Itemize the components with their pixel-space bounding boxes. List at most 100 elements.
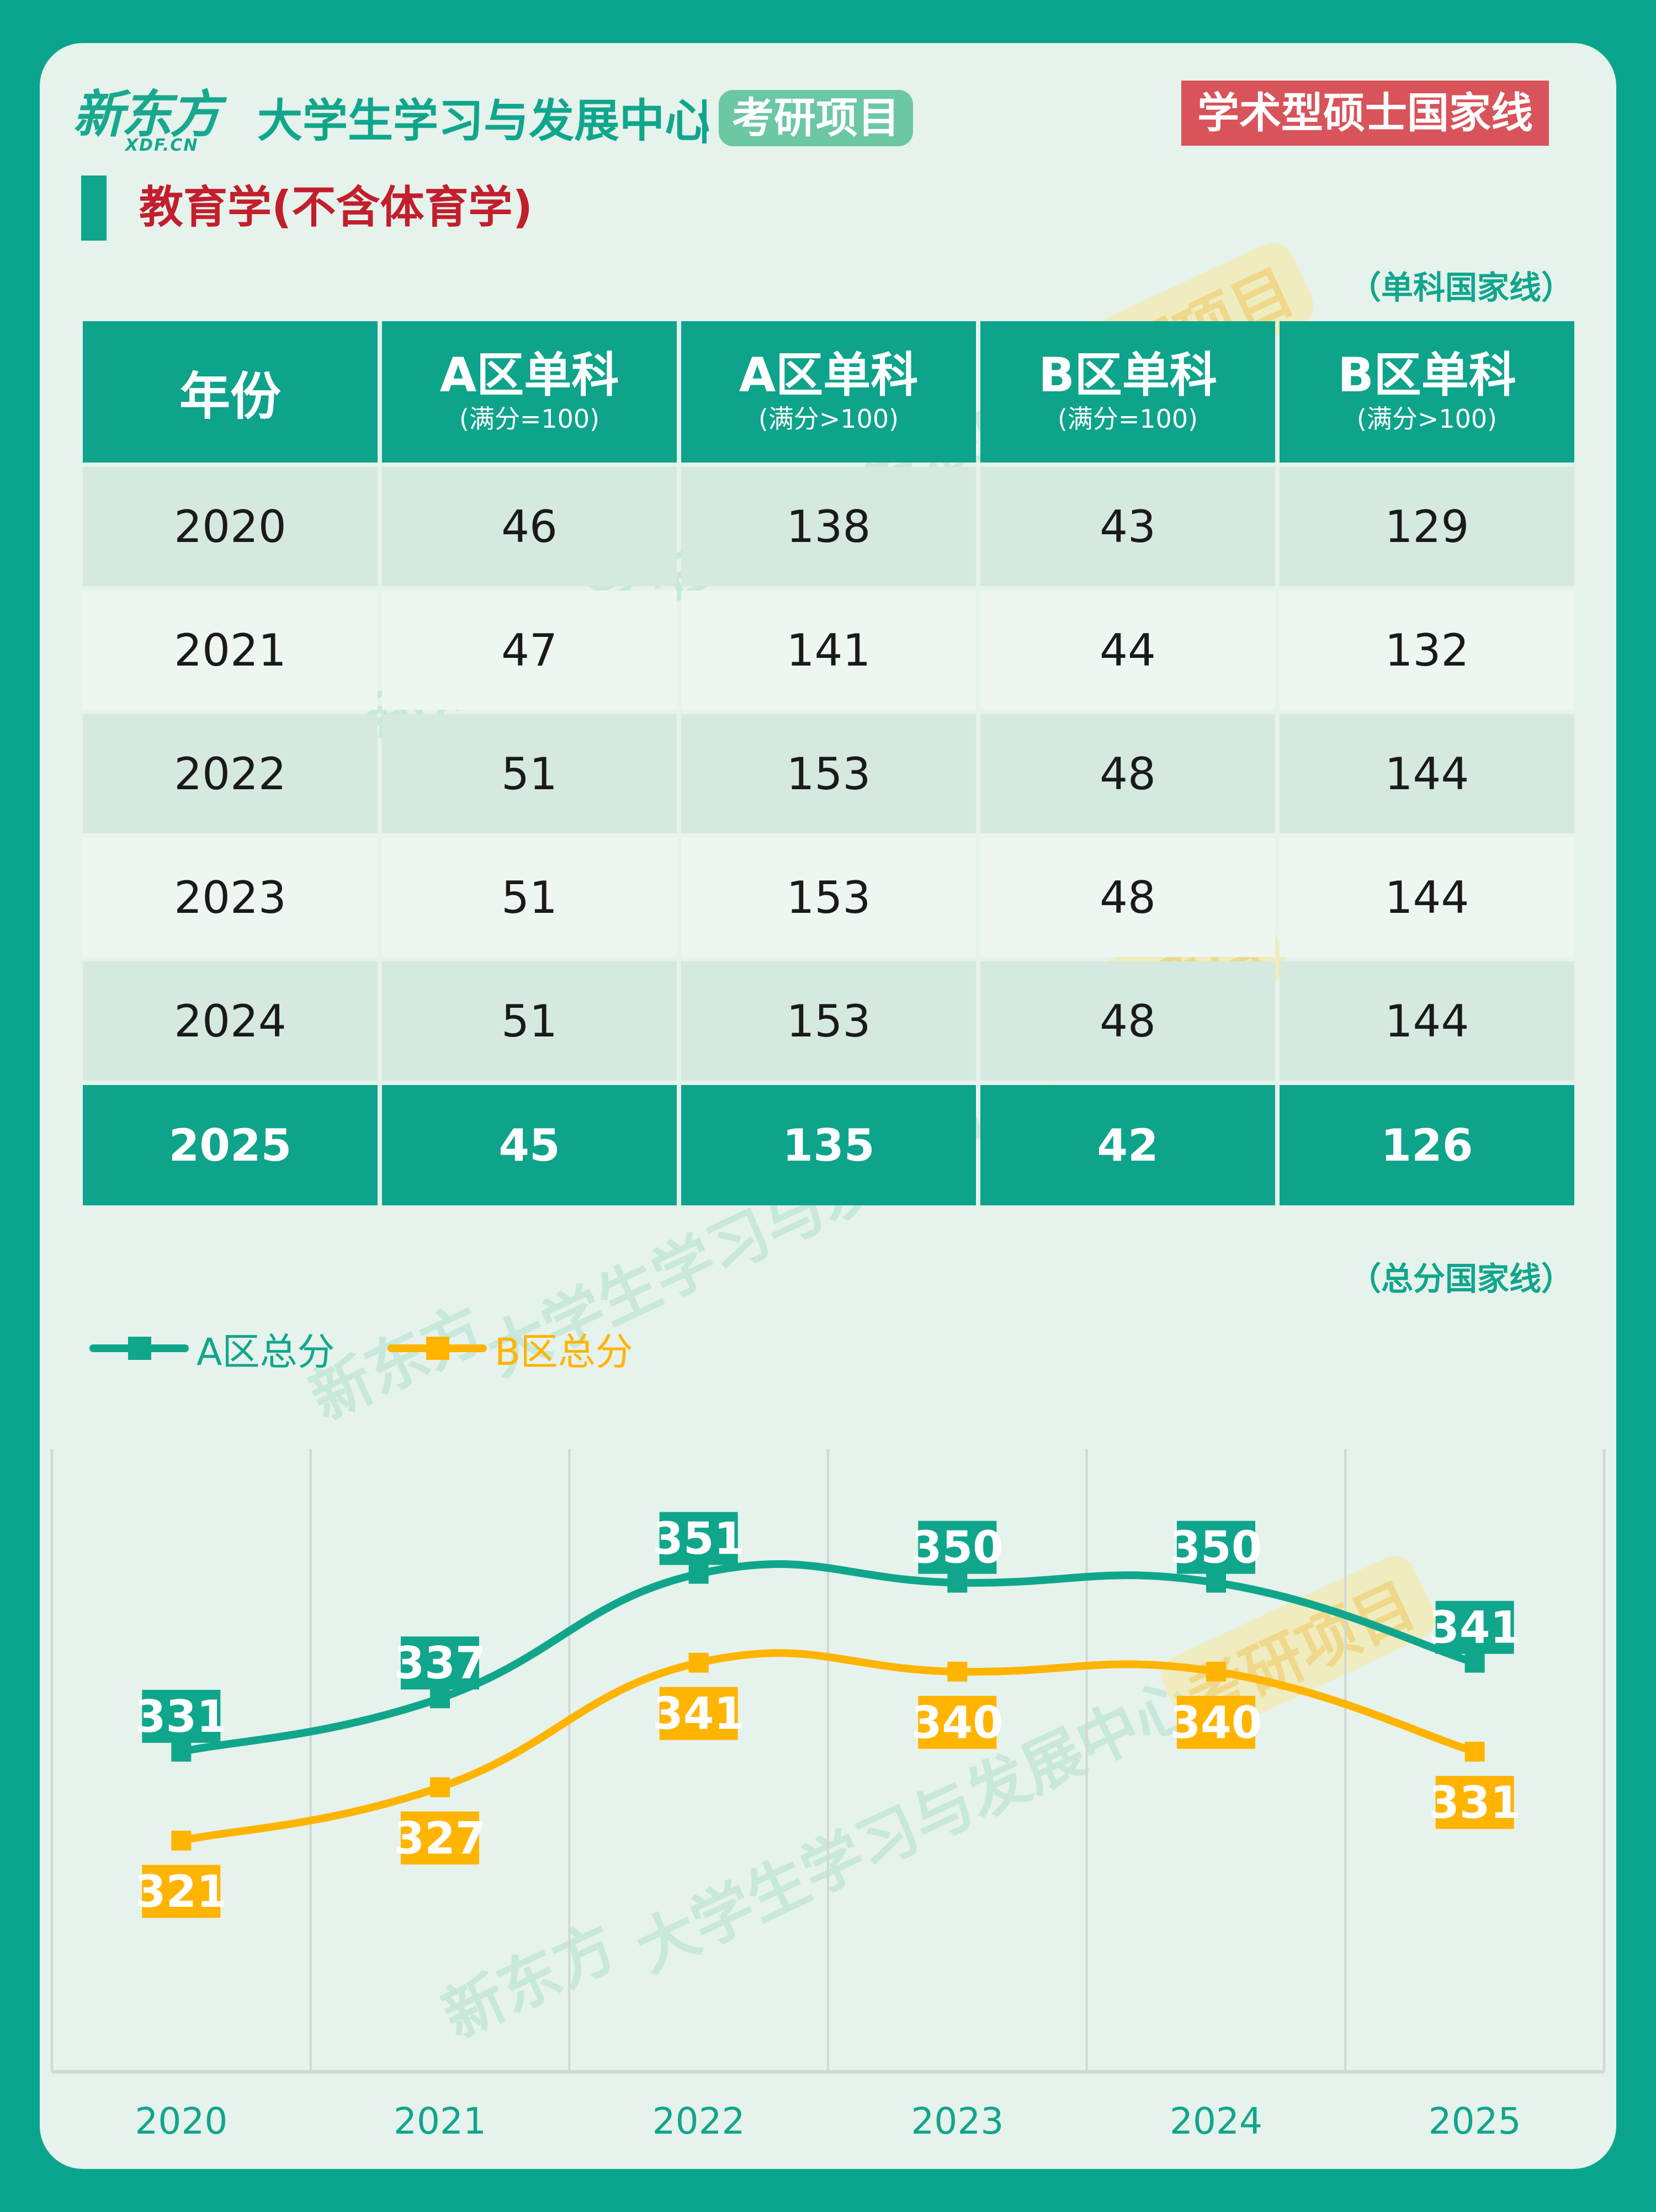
header-divider [702,99,707,143]
year-cell: 2020 [83,467,378,586]
series-b-line [177,1649,1479,1845]
single-score-table: 年份 A区单科 (满分=100) A区单科 (满分>100) B区单科 (满分=… [78,317,1579,1210]
x-tick-label: 2023 [911,2100,1004,2142]
legend-item-b: B区总分 [388,1329,633,1374]
subject-title: 教育学(不含体育学) [139,182,533,233]
column-header: B区单科 (满分>100) [1280,321,1574,462]
score-cell: 47 [382,591,677,710]
center-name: 大学生学习与发展中心 [257,95,710,147]
score-cell: 48 [980,838,1275,957]
series-a-data-label: 331 [135,1691,227,1742]
project-tag: 考研项目 [719,90,913,146]
single-score-caption: （单科国家线） [1349,269,1573,306]
series-b-label-box [401,1811,479,1865]
score-cell: 144 [1280,714,1574,833]
series-b-point [1464,1741,1485,1762]
series-a-point [947,1572,968,1593]
series-b-data-label: 341 [652,1688,745,1740]
series-a-data-label: 350 [1170,1522,1262,1573]
category-badge: 学术型硕士国家线 [1181,81,1549,146]
series-b-point [1206,1661,1226,1682]
series-b-point [171,1831,192,1851]
legend-item-a: A区总分 [89,1329,335,1374]
series-a-point [1464,1652,1485,1673]
year-cell: 2025 [83,1085,378,1205]
series-b-label-box [659,1687,738,1740]
score-cell: 48 [980,961,1275,1081]
score-cell: 153 [681,961,976,1081]
year-cell: 2023 [83,838,378,957]
score-cell: 144 [1280,838,1574,957]
table-row: 2024 51 153 48 144 [83,961,1574,1081]
score-cell: 126 [1280,1085,1574,1205]
series-a-data-label: 337 [394,1637,486,1689]
series-b-data-label: 331 [1429,1777,1521,1828]
table-row: 2020 46 138 43 129 [83,467,1574,586]
series-b-point [947,1661,968,1682]
series-b-point [430,1777,450,1798]
legend-swatch-b [388,1337,487,1360]
x-tick-label: 2025 [1429,2100,1521,2142]
series-a-point [171,1741,192,1762]
legend-label-a: A区总分 [197,1330,335,1374]
total-score-caption: （总分国家线） [1349,1260,1573,1298]
score-cell: 42 [980,1085,1275,1205]
series-a-line [177,1560,1479,1756]
legend-label-b: B区总分 [495,1330,633,1374]
score-cell: 141 [681,591,976,710]
series-b-label-box [918,1695,997,1749]
score-cell: 153 [681,714,976,833]
score-cell: 144 [1280,961,1574,1081]
series-a-data-label: 341 [1429,1602,1521,1653]
total-score-chart: 2020 2021 2022 2023 2024 2025 331 337 351 350 350 3… [51,1449,1605,2142]
score-cell: 51 [382,714,677,833]
x-tick-label: 2024 [1170,2100,1262,2142]
series-b-point [688,1652,709,1673]
column-header: B区单科 (满分=100) [980,321,1275,462]
table-row: 2021 47 141 44 132 [83,591,1574,710]
column-header: A区单科 (满分>100) [681,321,976,462]
score-cell: 46 [382,467,677,586]
year-cell: 2022 [83,714,378,833]
card: 新东方 XDF.CN 大学生学习与发展中心 考研项目 学术型硕士国家线 教育学(… [40,43,1616,2169]
table-header-row: 年份 A区单科 (满分=100) A区单科 (满分>100) B区单科 (满分=… [83,321,1574,462]
score-cell: 43 [980,467,1275,586]
series-b-data-label: 340 [1170,1697,1262,1748]
score-cell: 132 [1280,591,1574,710]
logo-domain: XDF.CN [125,136,199,155]
logo-text: 新东方 [73,85,221,144]
legend-swatch-a [89,1337,189,1360]
series-b-data-label: 340 [911,1697,1004,1748]
series-a-data-label: 351 [652,1513,745,1565]
series-a-label-box [401,1636,479,1690]
score-cell: 44 [980,591,1275,710]
series-a-data-label: 350 [911,1522,1004,1573]
table-row: 2023 51 153 48 144 [83,838,1574,957]
x-tick-label: 2020 [135,2100,227,2142]
score-cell: 129 [1280,467,1574,586]
brand-logo: 新东方 XDF.CN [73,85,233,156]
series-a-label-box [659,1512,738,1565]
table-row-current: 2025 45 135 42 126 [83,1085,1574,1205]
score-cell: 51 [382,838,677,957]
table-row: 2022 51 153 48 144 [83,714,1574,833]
column-header: A区单科 (满分=100) [382,321,677,462]
series-b-data-label: 321 [135,1866,227,1917]
score-cell: 51 [382,961,677,1081]
subject-marker [81,176,107,241]
score-cell: 135 [681,1085,976,1205]
series-a-point [688,1564,709,1584]
score-cell: 48 [980,714,1275,833]
score-cell: 45 [382,1085,677,1205]
series-a-label-box [918,1520,997,1574]
score-cell: 138 [681,467,976,586]
series-a-point [430,1688,450,1709]
series-b-label-box [1435,1775,1514,1829]
series-a-label-box [142,1689,221,1743]
score-cell: 153 [681,838,976,957]
x-tick-label: 2021 [394,2100,486,2142]
year-cell: 2024 [83,961,378,1081]
x-tick-label: 2022 [652,2100,745,2142]
series-a-label-box [1177,1520,1255,1574]
series-b-label-box [142,1865,221,1918]
